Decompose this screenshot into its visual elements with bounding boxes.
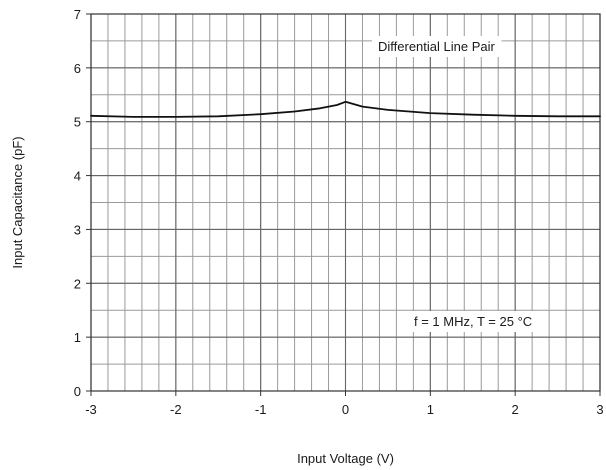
- x-tick-label: -3: [85, 402, 97, 417]
- y-tick-label: 3: [74, 222, 81, 237]
- x-tick-label: 2: [512, 402, 519, 417]
- annotation-differential-background: [372, 36, 502, 57]
- major-gridlines: [86, 13, 601, 396]
- y-tick-label: 7: [74, 7, 81, 22]
- y-tick-labels: 0 1 2 3 4 5 6 7: [74, 7, 81, 399]
- annotations: Differential Line Pair f = 1 MHz, T = 25…: [372, 36, 538, 332]
- x-axis-label: Input Voltage (V): [297, 451, 394, 466]
- x-tick-label: -2: [170, 402, 182, 417]
- x-tick-label: -1: [255, 402, 267, 417]
- plot-frame: [90, 13, 601, 392]
- y-tick-label: 1: [74, 330, 81, 345]
- x-tick-label: 1: [427, 402, 434, 417]
- x-tick-label: 0: [342, 402, 349, 417]
- annotation-differential-line-pair: Differential Line Pair: [378, 39, 495, 54]
- y-axis-label: Input Capacitance (pF): [10, 136, 25, 268]
- series-layer: [90, 100, 601, 118]
- y-tick-label: 4: [74, 169, 81, 184]
- y-tick-label: 0: [74, 384, 81, 399]
- x-tick-labels: -3 -2 -1 0 1 2 3: [85, 402, 603, 417]
- y-tick-label: 5: [74, 115, 81, 130]
- y-tick-label: 6: [74, 61, 81, 76]
- x-tick-label: 3: [596, 402, 603, 417]
- annotation-test-conditions: f = 1 MHz, T = 25 °C: [414, 314, 532, 329]
- annotation-conditions-background: [409, 311, 538, 332]
- series-line-0: [90, 100, 601, 118]
- y-tick-label: 2: [74, 276, 81, 291]
